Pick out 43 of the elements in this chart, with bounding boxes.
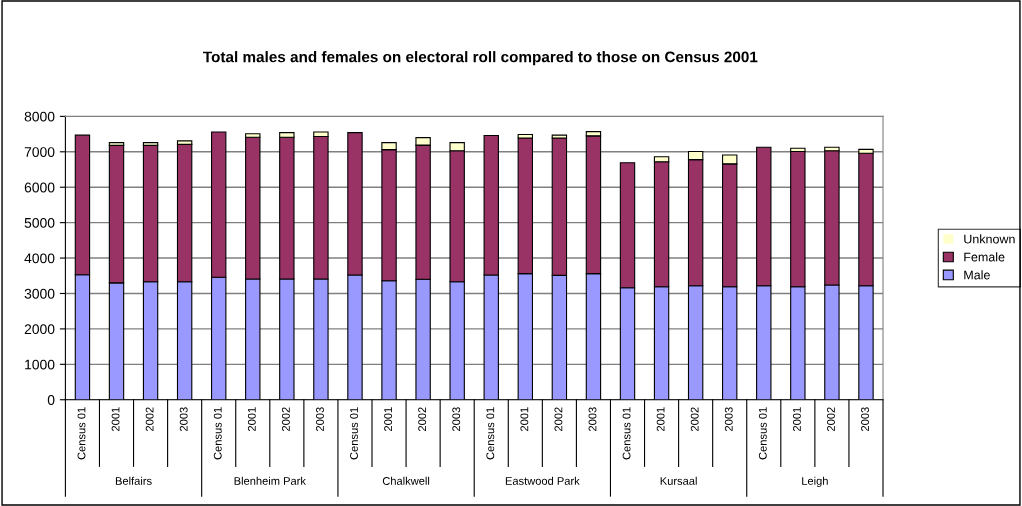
x-tick-label: 2002 [827,407,835,431]
x-tick-label: 2002 [690,407,699,431]
y-tick-label: 4000 [24,253,55,264]
chart-title: Total males and females on electoral roll compared to those on Census 2001 [203,51,758,66]
text: Blenheim Park [234,476,306,485]
y-tick-label: 5000 [24,217,55,228]
x-tick-label: 2001 [792,407,801,431]
x-tick-label: 2001 [520,407,529,431]
x-tick-label: Census 01 [486,407,495,460]
x-tick-label: 2003 [316,407,324,431]
text: Kursaal [660,476,697,485]
legend-label: Female [964,252,1005,262]
y-tick-label: 8000 [24,111,55,122]
x-tick-label: 2002 [418,407,427,431]
text: Belfairs [115,476,152,485]
y-tick-label: 1000 [25,359,55,370]
x-tick-label: 2002 [554,407,563,431]
y-tick-label: 6000 [24,182,55,193]
x-tick-label: 2002 [281,407,290,431]
y-tick-label: 2000 [24,324,55,335]
y-tick-label: 3000 [24,288,55,299]
x-tick-label: 2002 [145,407,154,431]
x-tick-label: 2003 [724,407,733,431]
y-tick-label: 0 [47,395,55,405]
x-tick-label: Census 01 [77,407,86,460]
x-tick-label: 2003 [588,407,597,431]
x-tick-label: 2003 [861,407,869,431]
x-tick-label: Census 01 [758,407,767,460]
x-tick-label: Census 01 [350,407,358,460]
x-tick-label: 2001 [247,407,256,431]
text: Chalkwell [382,476,430,485]
x-tick-label: 2001 [111,407,120,431]
legend-label: Unknown [964,234,1015,244]
x-tick-label: Census 01 [213,407,222,460]
x-tick-label: 2003 [179,407,188,431]
text: Eastwood Park [505,476,580,485]
x-tick-label: 2003 [452,407,461,431]
legend-label: Male [964,270,990,280]
x-tick-label: 2001 [384,407,393,431]
text: Leigh [802,476,828,488]
y-tick-label: 7000 [24,147,55,157]
x-tick-label: Census 01 [622,407,631,460]
x-tick-label: 2001 [656,407,665,431]
